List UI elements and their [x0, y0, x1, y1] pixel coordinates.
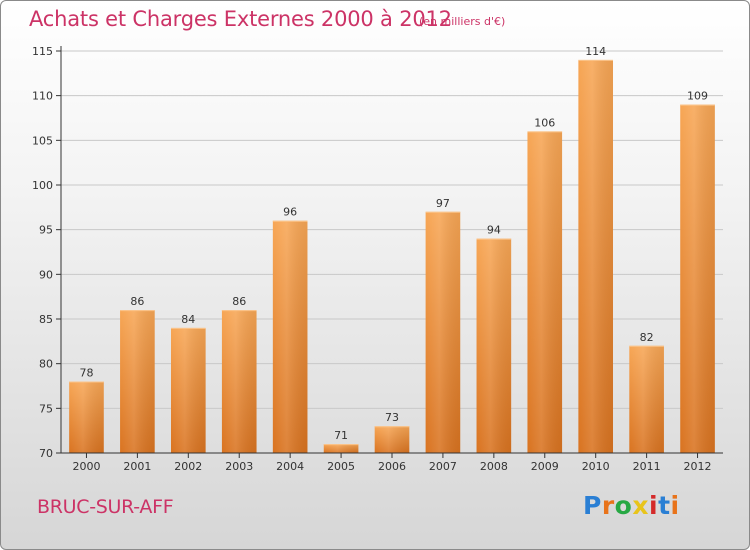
logo-letter: i — [649, 491, 659, 520]
x-tick-label: 2000 — [72, 460, 100, 473]
y-tick-label: 85 — [39, 313, 53, 326]
bar-shine-2009 — [527, 131, 563, 453]
bar-shine-2000 — [69, 381, 104, 453]
data-label: 73 — [385, 411, 399, 424]
bar-shine-2005 — [323, 444, 359, 453]
y-tick-label: 110 — [32, 90, 53, 103]
y-tick-label: 90 — [39, 268, 53, 281]
data-label: 86 — [232, 295, 246, 308]
data-label: 96 — [283, 206, 297, 219]
labels: 70 75 80 85 90 95 100 105 110 115 2000 78 2001 86 2002… — [32, 45, 712, 473]
chart-unit-label: (en milliers d'€) — [419, 15, 506, 28]
data-label: 109 — [687, 90, 708, 103]
logo-letter: r — [601, 491, 615, 520]
logo-letter: x — [632, 491, 649, 520]
logo-letter: i — [670, 491, 680, 520]
x-tick-label: 2006 — [378, 460, 406, 473]
commune-name: BRUC-SUR-AFF — [37, 496, 174, 518]
x-tick-label: 2009 — [531, 460, 559, 473]
proxiti-logo[interactable]: Proxiti — [583, 491, 680, 520]
bar-shine-2004 — [272, 220, 308, 453]
bar-shine-2007 — [425, 211, 461, 453]
bars — [69, 59, 715, 453]
data-label: 78 — [79, 367, 93, 380]
x-tick-label: 2011 — [633, 460, 661, 473]
x-tick-label: 2003 — [225, 460, 253, 473]
x-tick-label: 2004 — [276, 460, 304, 473]
data-label: 82 — [640, 331, 654, 344]
x-tick-label: 2012 — [684, 460, 712, 473]
x-tick-label: 2010 — [582, 460, 610, 473]
bar-shine-2002 — [170, 327, 206, 453]
data-label: 106 — [534, 116, 555, 129]
y-tick-label: 105 — [32, 134, 53, 147]
data-label: 114 — [585, 45, 606, 58]
data-label: 86 — [130, 295, 144, 308]
data-label: 71 — [334, 429, 348, 442]
x-tick-label: 2001 — [123, 460, 151, 473]
y-tick-label: 70 — [39, 447, 53, 460]
x-tick-label: 2002 — [174, 460, 202, 473]
bar-shine-2011 — [629, 345, 664, 453]
axes — [56, 46, 723, 458]
x-tick-label: 2005 — [327, 460, 355, 473]
bar-shine-2012 — [680, 104, 715, 453]
y-tick-label: 115 — [32, 45, 53, 58]
y-tick-label: 75 — [39, 402, 53, 415]
logo-letter: t — [658, 491, 671, 520]
chart-title: Achats et Charges Externes 2000 à 2012 — [29, 7, 452, 31]
grid-lines — [61, 50, 723, 409]
bar-shine-2006 — [374, 426, 410, 453]
logo-letter: P — [583, 491, 602, 520]
x-tick-label: 2007 — [429, 460, 457, 473]
data-label: 97 — [436, 197, 450, 210]
bar-shine-2001 — [120, 310, 155, 453]
bar-shine-2010 — [578, 59, 614, 453]
data-label: 94 — [487, 224, 501, 237]
y-tick-label: 95 — [39, 224, 53, 237]
logo-letter: o — [614, 491, 633, 520]
data-label: 84 — [181, 313, 195, 326]
bar-shine-2008 — [476, 238, 512, 453]
x-tick-label: 2008 — [480, 460, 508, 473]
bar-shine-2003 — [221, 310, 257, 453]
y-tick-label: 100 — [32, 179, 53, 192]
y-tick-label: 80 — [39, 358, 53, 371]
